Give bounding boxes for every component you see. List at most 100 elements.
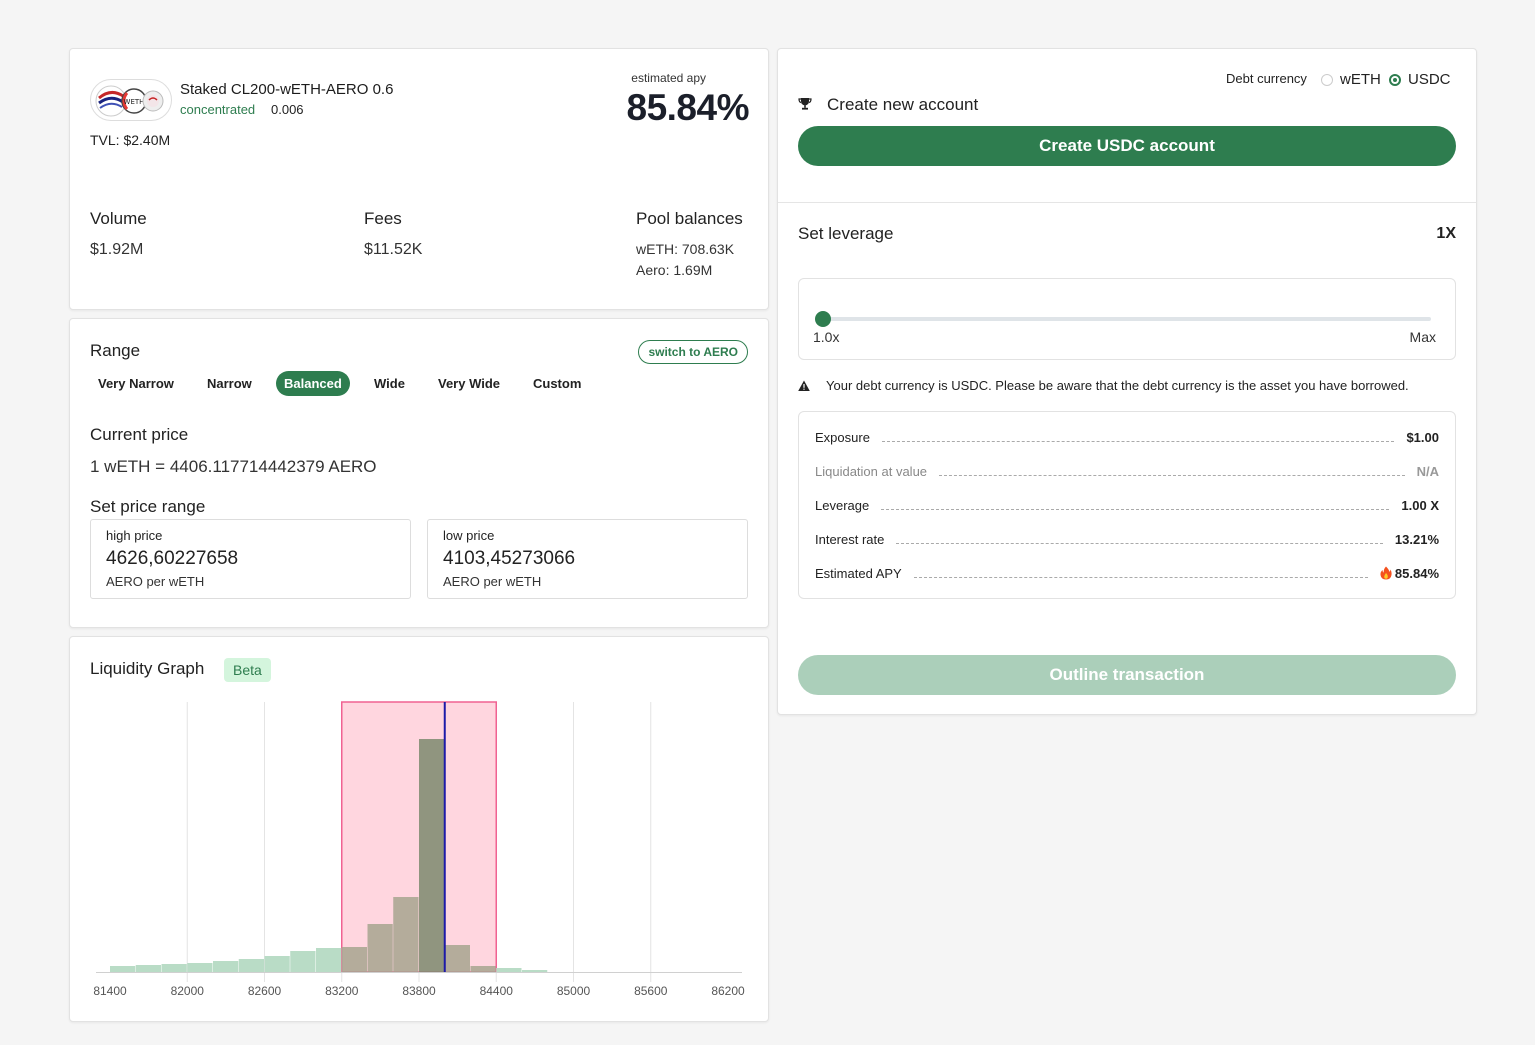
liquidity-bar	[213, 961, 239, 972]
liquidity-bar	[496, 968, 522, 972]
slider-max-label: Max	[1409, 329, 1436, 345]
x-tick-label: 83800	[402, 984, 436, 998]
x-tick-label: 81400	[93, 984, 127, 998]
liquidity-bar	[135, 965, 161, 972]
range-tab-narrow[interactable]: Narrow	[207, 376, 252, 391]
x-tick-label: 82000	[171, 984, 205, 998]
low-price-value[interactable]: 4103,45273066	[443, 548, 576, 569]
x-tick-label: 85600	[634, 984, 668, 998]
range-tab-custom[interactable]: Custom	[533, 376, 582, 391]
high-price-unit: AERO per wETH	[106, 574, 205, 589]
liquidity-bar	[393, 897, 419, 972]
dotted-leader	[896, 542, 1383, 544]
currency-radio-weth[interactable]	[1321, 74, 1333, 86]
pool-token-logos: WETH	[90, 79, 172, 121]
detail-label: Estimated APY	[815, 565, 902, 581]
liquidity-graph-title: Liquidity Graph	[90, 659, 205, 678]
liquidity-bar	[110, 966, 136, 972]
leverage-slider-thumb[interactable]	[815, 311, 831, 327]
debt-warning-text: Your debt currency is USDC. Please be aw…	[826, 378, 1409, 393]
fire-icon	[1380, 566, 1392, 580]
x-tick-label: 82600	[248, 984, 282, 998]
low-price-label: low price	[443, 528, 495, 543]
liquidity-bar	[264, 956, 290, 972]
high-price-label: high price	[106, 528, 163, 543]
pool-balances-label: Pool balances	[636, 209, 743, 228]
liquidity-chart[interactable]: 81400 82000 82600 83200 83800 84400 85000 85600…	[70, 637, 770, 1023]
dotted-leader	[881, 440, 1395, 442]
set-price-range-label: Set price range	[90, 497, 206, 516]
warning-icon	[798, 380, 810, 391]
account-card: Debt currency wETH USDC Create new accou…	[777, 48, 1477, 715]
pool-tvl: TVL: $2.40M	[90, 132, 171, 148]
liquidity-bar	[290, 951, 316, 972]
liquidity-bar	[419, 739, 445, 972]
leverage-slider-track[interactable]	[823, 317, 1431, 321]
balance-aero: Aero: 1.69M	[636, 262, 713, 278]
x-tick-label: 83200	[325, 984, 359, 998]
fees-value: $11.52K	[364, 241, 423, 258]
dotted-leader	[881, 508, 1390, 510]
liquidity-bar	[367, 924, 393, 972]
x-tick-label: 85000	[557, 984, 591, 998]
detail-value: 1.00 X	[1401, 497, 1439, 513]
liquidity-graph-card: 81400 82000 82600 83200 83800 84400 85000 85600…	[69, 636, 769, 1022]
liquidity-bar	[444, 945, 470, 972]
detail-row-exposure: Exposure $1.00	[815, 427, 1439, 447]
balance-weth: wETH: 708.63K	[636, 241, 735, 257]
range-tab-very-wide[interactable]: Very Wide	[438, 376, 501, 391]
volume-label: Volume	[90, 209, 147, 228]
x-tick-label: 84400	[480, 984, 514, 998]
current-price-value: 1 wETH = 4406.117714442379 AERO	[90, 457, 377, 476]
apy-label: estimated apy	[631, 71, 706, 85]
high-price-input[interactable]: high price 4626,60227658 AERO per wETH	[90, 519, 411, 599]
high-price-value[interactable]: 4626,60227658	[106, 548, 239, 569]
pool-type: concentrated	[180, 102, 256, 117]
range-title: Range	[90, 341, 141, 360]
detail-row-interest-rate: Interest rate 13.21%	[815, 529, 1439, 549]
create-account-title: Create new account	[827, 95, 979, 114]
leverage-value: 1X	[1436, 225, 1456, 242]
low-price-unit: AERO per wETH	[443, 574, 542, 589]
liquidity-bar	[341, 947, 367, 972]
volume-value: $1.92M	[90, 241, 144, 258]
detail-label: Leverage	[815, 497, 870, 513]
low-price-input[interactable]: low price 4103,45273066 AERO per wETH	[427, 519, 748, 599]
position-details: Exposure $1.00 Liquidation at value N/A …	[798, 411, 1456, 599]
detail-label: Interest rate	[815, 531, 885, 547]
debt-currency-label: Debt currency	[1226, 71, 1307, 86]
currency-label-usdc[interactable]: USDC	[1408, 71, 1451, 88]
detail-row-liquidation: Liquidation at value N/A	[815, 461, 1439, 481]
detail-row-estimated-apy: Estimated APY 85.84%	[815, 563, 1439, 583]
outline-transaction-button[interactable]: Outline transaction	[798, 655, 1456, 695]
liquidity-bar	[316, 948, 342, 972]
create-account-button[interactable]: Create USDC account	[798, 126, 1456, 166]
detail-label: Exposure	[815, 429, 870, 445]
range-tab-wide[interactable]: Wide	[374, 376, 405, 391]
detail-row-leverage: Leverage 1.00 X	[815, 495, 1439, 515]
leverage-slider-box: 1.0x Max	[798, 278, 1456, 360]
liquidity-bar	[470, 966, 496, 972]
pool-fee: 0.006	[271, 102, 304, 117]
detail-label: Liquidation at value	[815, 463, 928, 479]
liquidity-bar	[161, 964, 187, 972]
slider-min-label: 1.0x	[813, 329, 840, 345]
svg-text:WETH: WETH	[124, 98, 145, 106]
dotted-leader	[913, 576, 1368, 578]
pool-card: WETH Staked CL200-wETH-AERO 0.6 concentr…	[69, 48, 769, 310]
apy-value: 85.84%	[626, 87, 750, 128]
pool-name: Staked CL200-wETH-AERO 0.6	[180, 81, 394, 98]
currency-label-weth[interactable]: wETH	[1340, 71, 1381, 88]
switch-token-button[interactable]: switch to AERO	[638, 340, 748, 364]
detail-value: 85.84%	[1394, 565, 1439, 581]
fees-label: Fees	[364, 209, 402, 228]
liquidity-bar	[238, 959, 264, 972]
detail-value: N/A	[1416, 463, 1439, 479]
dotted-leader	[939, 474, 1405, 476]
range-tab-very-narrow[interactable]: Very Narrow	[98, 376, 174, 391]
liquidity-bar	[522, 970, 548, 972]
beta-badge: Beta	[224, 658, 271, 682]
range-tab-balanced[interactable]: Balanced	[276, 371, 350, 396]
currency-radio-usdc[interactable]	[1389, 74, 1401, 86]
divider	[778, 202, 1476, 203]
